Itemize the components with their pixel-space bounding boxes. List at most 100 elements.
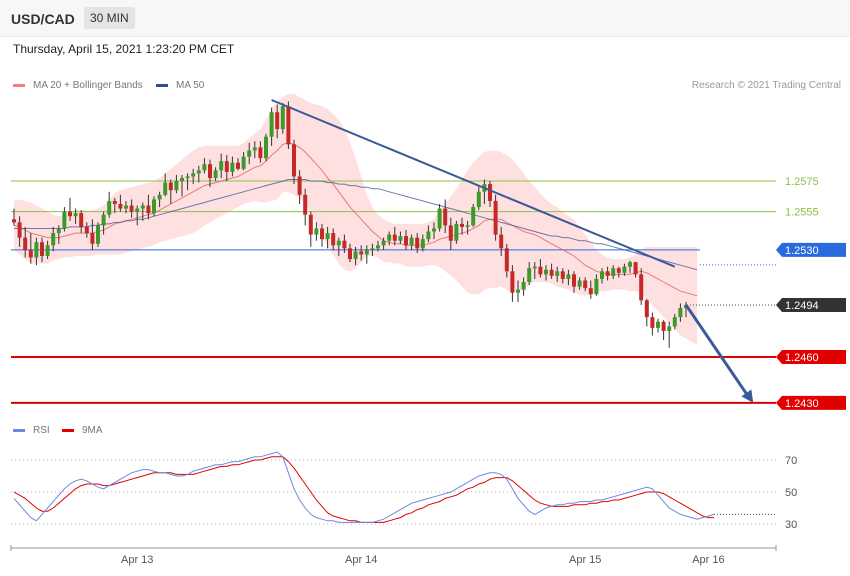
candle-body [308, 214, 313, 235]
candle-body [213, 170, 218, 178]
rsi-ma-legend: 9MA [62, 425, 103, 436]
candle-body [45, 245, 50, 256]
candle-body [264, 136, 268, 159]
candle-body [678, 308, 683, 318]
candle [409, 234, 414, 250]
candle [404, 230, 408, 250]
rsi-ma-swatch [62, 429, 74, 432]
rsi-legend-label: RSI [33, 425, 50, 436]
candle [252, 141, 257, 159]
candle-body [471, 207, 476, 226]
candle-body [174, 181, 179, 191]
candle [292, 139, 296, 185]
candle [667, 321, 672, 348]
candle-body [672, 317, 677, 327]
candle-body [230, 162, 235, 172]
candle-body [527, 268, 532, 282]
candle [532, 262, 537, 279]
candle [594, 274, 599, 296]
ma20-legend-label: MA 20 + Bollinger Bands [33, 80, 143, 91]
candle [566, 269, 571, 286]
candle [135, 205, 140, 226]
candle-body [532, 266, 537, 269]
candle [213, 167, 218, 182]
candle [348, 243, 352, 263]
candle [465, 220, 470, 235]
candle [297, 170, 302, 204]
candle-body [90, 233, 95, 244]
candle [538, 259, 543, 278]
candle [308, 211, 313, 247]
candle [656, 318, 660, 333]
candle-body [516, 289, 520, 293]
candle-body [23, 237, 28, 250]
candle-body [583, 280, 588, 289]
candle-body [124, 205, 128, 209]
candle [611, 265, 616, 279]
candle-body [152, 199, 156, 214]
candle-body [303, 194, 308, 215]
candle-body [432, 228, 436, 232]
candle [185, 173, 190, 191]
candle-body [196, 170, 201, 174]
time-axis-tick-label: Apr 15 [569, 554, 601, 566]
candle-body [549, 269, 554, 276]
candle [230, 156, 235, 177]
candle-body [236, 162, 240, 169]
candle-body [51, 233, 56, 246]
candle [320, 223, 324, 247]
downtrend-line [271, 99, 676, 268]
candle [124, 200, 128, 214]
candle [583, 277, 588, 292]
price-legend-ma20: MA 20 + Bollinger Bands [13, 80, 143, 91]
ma50-line [14, 179, 698, 271]
candle-body [96, 225, 100, 244]
candle [549, 263, 554, 279]
candle [101, 211, 106, 235]
bollinger-band [14, 93, 698, 345]
rsi-line [13, 451, 715, 523]
candle-body [488, 184, 492, 201]
candle [73, 208, 78, 224]
candle-body [577, 280, 582, 287]
candle [448, 217, 453, 250]
support-price-tag-label: 1.2460 [785, 352, 819, 364]
candle [488, 181, 492, 208]
candle [17, 216, 22, 247]
candle-body [493, 200, 498, 235]
header-bar: USD/CAD 30 MIN [0, 0, 850, 37]
price-legend-ma50: MA 50 [156, 80, 204, 91]
candle-body [336, 240, 341, 246]
candle [40, 237, 44, 263]
candle [342, 234, 347, 253]
candle [426, 225, 431, 243]
candle-body [314, 228, 319, 235]
candle-body [286, 106, 291, 145]
candle [191, 168, 196, 185]
candle-body [605, 271, 610, 276]
candle [359, 245, 364, 261]
candle-body [420, 239, 425, 249]
candle [398, 231, 403, 244]
candle [616, 266, 621, 278]
candle [661, 320, 666, 341]
candle-body [101, 214, 106, 226]
candle-body [107, 200, 112, 215]
candle [314, 222, 319, 241]
candle [639, 268, 644, 305]
candle [196, 165, 201, 183]
candle [96, 222, 100, 247]
timeframe-button[interactable]: 30 MIN [84, 7, 135, 29]
candle-body [269, 112, 274, 137]
moving-average-layer [13, 142, 698, 297]
candle-body [376, 245, 380, 249]
time-axis: Apr 13 Apr 14 Apr 15 Apr 16 [10, 545, 777, 566]
candle [560, 268, 565, 284]
candle [118, 194, 123, 212]
candle-body [157, 194, 162, 200]
candle-body [247, 150, 252, 157]
candle [504, 243, 509, 278]
candle-body [465, 225, 470, 227]
forecast-arrow-head [741, 389, 754, 403]
